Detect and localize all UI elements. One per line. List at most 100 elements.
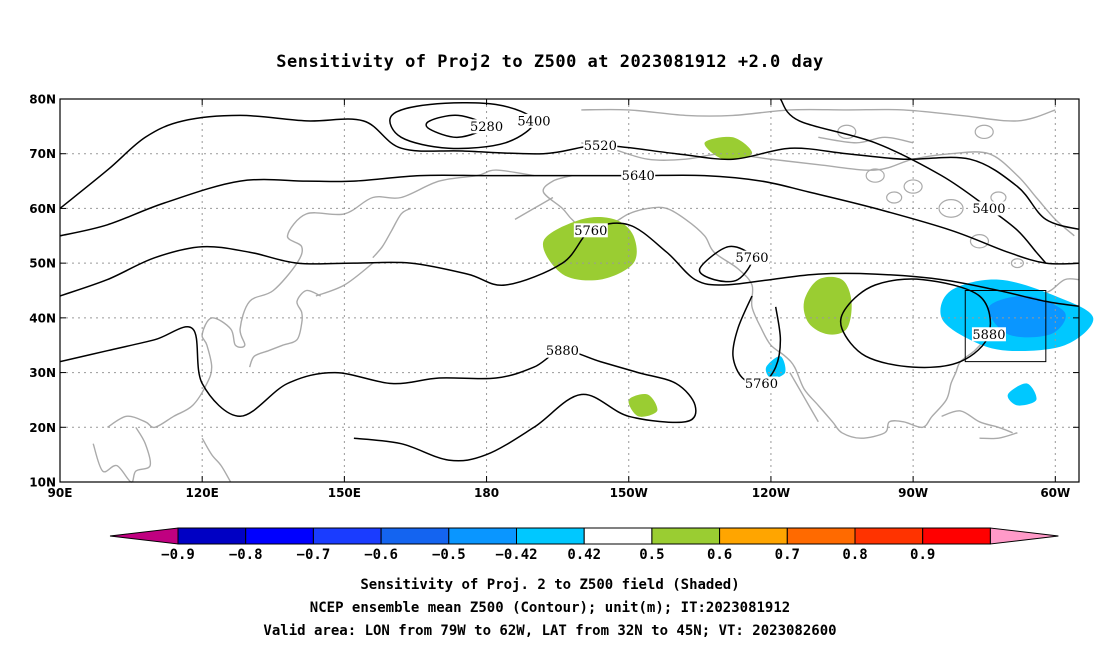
sensitivity-patch [1007,383,1037,406]
lake-outline [1010,258,1024,269]
chart-title: Sensitivity of Proj2 to Z500 at 20230819… [276,52,823,72]
x-tick-label: 60W [1040,486,1070,500]
coastline [581,108,1056,122]
contour-label: 5880 [546,344,579,359]
sensitivity-patch [988,295,1066,338]
contour-label-bg [516,113,551,128]
x-tick-label: 120E [186,486,219,500]
coastline [92,426,152,483]
contour-5760 [698,245,753,283]
colorbar-bin [380,527,450,545]
coastline [201,437,232,483]
sensitivity-patch [803,276,852,335]
contour-label: 5400 [972,202,1005,217]
colorbar-label: −0.6 [364,547,398,563]
caption-line-3: Valid area: LON from 79W to 62W, LAT fro… [263,623,836,639]
sensitivity-patch [628,393,658,417]
contour-label-bg [545,343,580,358]
y-tick-label: 70N [29,147,56,161]
y-tick-label: 80N [29,93,56,107]
x-tick-label: 90W [898,486,928,500]
colorbar-label: −0.42 [495,547,537,563]
lake-outline [903,179,923,194]
contour-label-bg [469,119,504,134]
contour-5400 [779,99,1047,264]
contour-label: 5400 [517,114,550,129]
y-tick-label: 20N [29,421,56,435]
colorbar-bin [922,527,991,545]
x-tick-label: 120W [752,486,790,500]
lake-outline [938,199,964,218]
contour-label: 5760 [745,377,778,392]
contour-label: 5640 [622,169,655,184]
colorbar-bin [245,527,314,545]
sensitivity-patch [704,136,753,160]
colorbar-bin [854,527,924,545]
map-background [60,99,1079,482]
sensitivity-patch [542,216,637,281]
x-tick-label: 150W [610,486,648,500]
colorbar-label: 0.5 [639,547,664,563]
contour-label: 5760 [574,224,607,239]
colorbar-bin [312,527,382,545]
colorbar-high-cap [989,527,1059,545]
colorbar-label: −0.9 [161,547,195,563]
colorbar-label: 0.9 [910,547,935,563]
coastline [581,142,1075,237]
contour-label-bg [971,201,1006,216]
coastline [941,410,1013,434]
map-frame [59,98,1080,483]
colorbar: −0.9 −0.8 −0.7 −0.6 −0.5 −0.42 0.42 0.5 0.6 0.7 0.… [109,527,1059,563]
colorbar-label: −0.7 [297,547,331,563]
coastline [372,207,412,259]
contour-label: 5280 [470,120,503,135]
coastline [818,136,914,144]
y-tick-label: 10N [29,476,56,490]
contour-label-bg [734,250,769,265]
contour-5640 [60,174,1079,265]
colorbar-label: −0.8 [229,547,263,563]
coastline [248,289,321,368]
valid-area-box [964,290,1047,363]
contour-label: 5880 [972,328,1005,343]
map-plot-area: 5280 5400 5400 5520 5640 5760 5760 5760 5880 5880 [59,98,1094,483]
contour-label-bg [621,168,656,183]
contour-5880 [839,278,992,369]
colorbar-bin [786,527,856,545]
x-tick-label: 90E [48,486,73,500]
lake-outline [865,168,885,183]
colorbar-bin [448,527,517,545]
x-tick-label: 180 [474,486,499,500]
contour-labels: 5280 5400 5400 5520 5640 5760 5760 5760 5880 5880 [469,113,1006,392]
coastline [789,372,819,423]
y-tick-label: 30N [29,366,56,380]
x-axis-ticks: 90E 120E 150E 180 150W 120W 90W 60W [48,99,1070,500]
lake-outline [969,234,990,249]
x-tick-label: 150E [328,486,361,500]
colorbar-label: 0.8 [842,547,867,563]
colorbar-bin [177,527,247,545]
colorbar-low-cap [109,527,179,545]
y-tick-label: 50N [29,257,56,271]
y-tick-label: 40N [29,311,56,325]
contour-5400 [389,101,535,150]
colorbar-label: 0.6 [707,547,732,563]
colorbar-label: 0.42 [567,547,601,563]
colorbar-bin [651,527,721,545]
y-tick-label: 60N [29,202,56,216]
contour-label-bg [971,327,1006,342]
contour-label: 5520 [584,139,617,154]
contour-label-bg [583,138,618,153]
lake-outline [974,124,994,140]
colorbar-bin [719,527,788,545]
lake-outline [886,191,903,204]
gridlines [60,99,1079,482]
colorbar-bin [516,527,585,545]
caption-line-2: NCEP ensemble mean Z500 (Contour); unit(… [310,600,790,616]
colorbar-label: 0.7 [775,547,800,563]
coastline [979,432,1018,440]
contour-label-bg [744,376,779,391]
colorbar-label: −0.5 [432,547,466,563]
coastline [107,169,535,429]
